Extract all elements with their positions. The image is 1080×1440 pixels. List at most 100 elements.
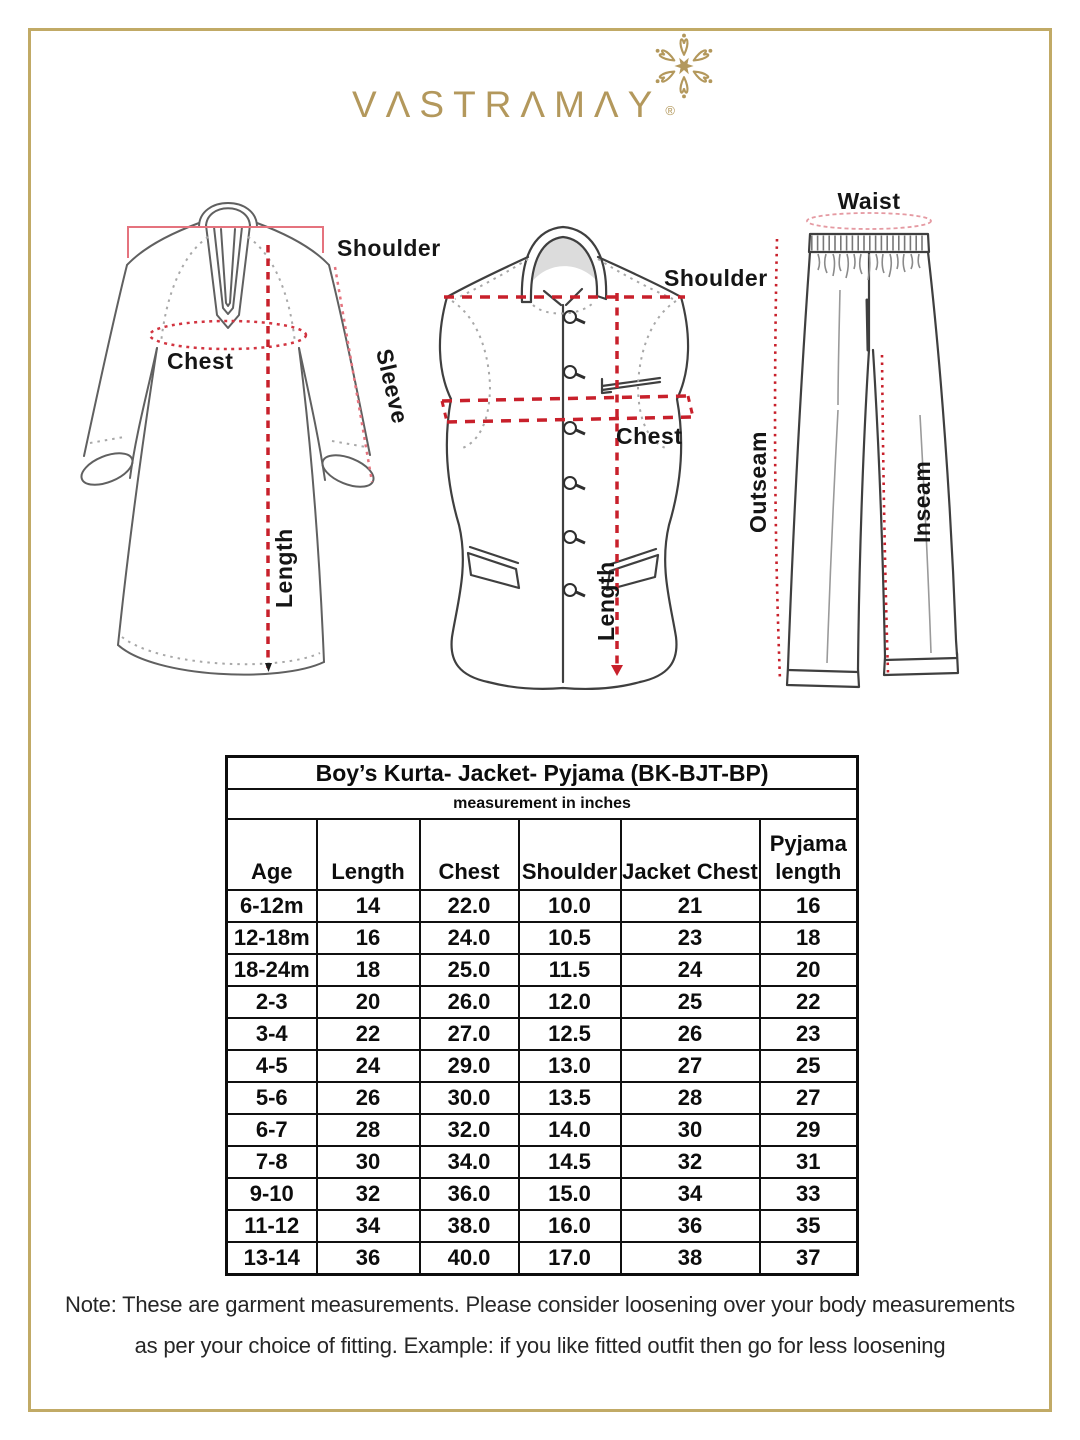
cell: 12-18m [225, 921, 318, 955]
cell: 18 [758, 921, 859, 955]
cell: 22 [315, 1017, 421, 1051]
pyjama-waist-label: Waist [838, 188, 901, 214]
size-table: Boy’s Kurta- Jacket- Pyjama (BK-BJT-BP) … [225, 755, 860, 1276]
table-row: 3-4 22 27.0 12.5 26 23 [225, 1017, 859, 1051]
pyjama-outseam-line [773, 238, 782, 681]
table-row: 13-14 36 40.0 17.0 38 37 [225, 1241, 859, 1276]
cell: 18-24m [225, 953, 318, 987]
cell: 15.0 [517, 1177, 622, 1211]
col-header-chest: Chest [418, 818, 520, 891]
cell: 28 [619, 1081, 761, 1115]
table-row: 7-8 30 34.0 14.5 32 31 [225, 1145, 859, 1179]
cell: 18 [315, 953, 421, 987]
cell: 38.0 [418, 1209, 520, 1243]
cell: 32 [315, 1177, 421, 1211]
cell: 13-14 [225, 1241, 318, 1276]
kurta-chest-label: Chest [167, 348, 233, 374]
cell: 26 [619, 1017, 761, 1051]
table-header-row: Age Length Chest Shoulder Jacket Chest P… [225, 818, 859, 891]
cell: 28 [315, 1113, 421, 1147]
kurta-sleeve-label: Sleeve [371, 346, 413, 426]
cell: 32.0 [418, 1113, 520, 1147]
kurta-outline [80, 202, 375, 676]
cell: 36 [315, 1241, 421, 1276]
cell: 6-7 [225, 1113, 318, 1147]
jacket-outline [438, 225, 690, 690]
cell: 13.0 [517, 1049, 622, 1083]
cell: 26.0 [418, 985, 520, 1019]
cell: 9-10 [225, 1177, 318, 1211]
cell: 14 [315, 889, 421, 923]
cell: 35 [758, 1209, 859, 1243]
cell: 30 [315, 1145, 421, 1179]
cell: 13.5 [517, 1081, 622, 1115]
col-header-length: Length [315, 818, 421, 891]
cell: 14.0 [517, 1113, 622, 1147]
cell: 11.5 [517, 953, 622, 987]
kurta-seam-dotted [89, 236, 367, 666]
cell: 33 [758, 1177, 859, 1211]
cell: 24 [315, 1049, 421, 1083]
cell: 30.0 [418, 1081, 520, 1115]
cell: 27 [758, 1081, 859, 1115]
cell: 20 [315, 985, 421, 1019]
cell: 24 [619, 953, 761, 987]
cell: 37 [758, 1241, 859, 1276]
table-row: 12-18m 16 24.0 10.5 23 18 [225, 921, 859, 955]
cell: 27.0 [418, 1017, 520, 1051]
cell: 14.5 [517, 1145, 622, 1179]
cell: 36.0 [418, 1177, 520, 1211]
cell: 4-5 [225, 1049, 318, 1083]
cell: 2-3 [225, 985, 318, 1019]
jacket-length-label: Length [593, 561, 619, 641]
cell: 16.0 [517, 1209, 622, 1243]
cell: 6-12m [225, 889, 318, 923]
pyjama-outline [785, 232, 960, 689]
kurta-sleeve-line [333, 266, 374, 483]
cell: 34.0 [418, 1145, 520, 1179]
table-subtitle: measurement in inches [225, 788, 859, 820]
measurement-note: Note: These are garment measurements. Pl… [48, 1284, 1032, 1366]
cell: 23 [758, 1017, 859, 1051]
cell: 38 [619, 1241, 761, 1276]
jacket-diagram: Shoulder Chest Length [430, 185, 780, 715]
cell: 29 [758, 1113, 859, 1147]
kurta-diagram: Shoulder Chest Sleeve Length [60, 175, 440, 735]
cell: 7-8 [225, 1145, 318, 1179]
jacket-chest-label: Chest [616, 423, 682, 449]
table-row: 18-24m 18 25.0 11.5 24 20 [225, 953, 859, 987]
cell: 22 [758, 985, 859, 1019]
cell: 29.0 [418, 1049, 520, 1083]
brand-logo: VΛSTRΛMΛY ® [352, 84, 675, 126]
cell: 21 [619, 889, 761, 923]
col-header-age: Age [225, 818, 318, 891]
cell: 24.0 [418, 921, 520, 955]
cell: 12.5 [517, 1017, 622, 1051]
cell: 25 [758, 1049, 859, 1083]
cell: 11-12 [225, 1209, 318, 1243]
col-header-pyjama-length: Pyjama length [758, 818, 859, 891]
kurta-shoulder-label: Shoulder [337, 235, 441, 261]
brand-name: VΛSTRΛMΛY [352, 84, 662, 125]
table-row: 6-12m 14 22.0 10.0 21 16 [225, 889, 859, 923]
col-header-jacket-chest: Jacket Chest [619, 818, 761, 891]
table-row: 4-5 24 29.0 13.0 27 25 [225, 1049, 859, 1083]
kurta-shoulder-bracket [127, 226, 324, 258]
kurta-length-label: Length [271, 528, 297, 608]
cell: 20 [758, 953, 859, 987]
cell: 36 [619, 1209, 761, 1243]
cell: 26 [315, 1081, 421, 1115]
table-row: 2-3 20 26.0 12.0 25 22 [225, 985, 859, 1019]
kurta-chest-ellipse [148, 319, 308, 351]
pyjama-inseam-label: Inseam [909, 461, 935, 543]
cell: 34 [315, 1209, 421, 1243]
cell: 23 [619, 921, 761, 955]
cell: 32 [619, 1145, 761, 1179]
note-line-2: as per your choice of fitting. Example: … [134, 1333, 946, 1358]
table-row: 5-6 26 30.0 13.5 28 27 [225, 1081, 859, 1115]
col-header-shoulder: Shoulder [517, 818, 622, 891]
pyjama-inseam-line [880, 354, 890, 674]
registered-trademark: ® [665, 103, 675, 118]
cell: 16 [315, 921, 421, 955]
